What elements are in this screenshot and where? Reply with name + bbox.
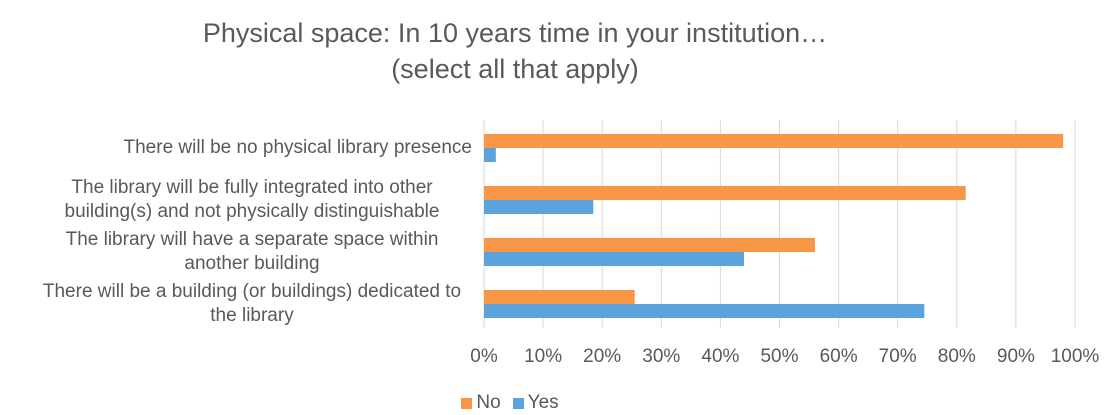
bar bbox=[484, 200, 594, 214]
legend-item: No bbox=[461, 392, 501, 414]
legend-label: No bbox=[476, 392, 501, 413]
legend-label: Yes bbox=[527, 392, 559, 413]
x-tick-label: 40% bbox=[701, 346, 739, 367]
bar bbox=[484, 252, 745, 266]
x-tick-label: 50% bbox=[760, 346, 798, 367]
x-tick-label: 30% bbox=[642, 346, 680, 367]
bar bbox=[484, 304, 925, 318]
bar bbox=[484, 290, 635, 304]
legend: No Yes bbox=[0, 392, 1020, 414]
x-tick-label: 10% bbox=[524, 346, 562, 367]
category-label: The library will have a separate space w… bbox=[65, 229, 439, 274]
chart-subtitle: (select all that apply) bbox=[391, 54, 639, 84]
legend-item: Yes bbox=[512, 392, 559, 414]
chart-title: Physical space: In 10 years time in your… bbox=[202, 18, 828, 48]
x-tick-label: 70% bbox=[879, 346, 917, 367]
category-label: There will be a building (or buildings) … bbox=[42, 281, 462, 326]
x-tick-label: 60% bbox=[820, 346, 858, 367]
x-tick-label: 90% bbox=[997, 346, 1035, 367]
bar bbox=[484, 134, 1064, 148]
category-label: There will be no physical library presen… bbox=[123, 137, 473, 158]
x-tick-label: 80% bbox=[938, 346, 976, 367]
x-tick-label: 0% bbox=[470, 346, 498, 367]
bar bbox=[484, 148, 496, 162]
x-tick-label: 20% bbox=[583, 346, 621, 367]
category-label: The library will be fully integrated int… bbox=[64, 177, 440, 222]
legend-swatch bbox=[512, 397, 524, 409]
bar bbox=[484, 238, 815, 252]
legend-swatch bbox=[461, 397, 473, 409]
x-tick-label: 100% bbox=[1051, 346, 1100, 367]
bar bbox=[484, 186, 966, 200]
